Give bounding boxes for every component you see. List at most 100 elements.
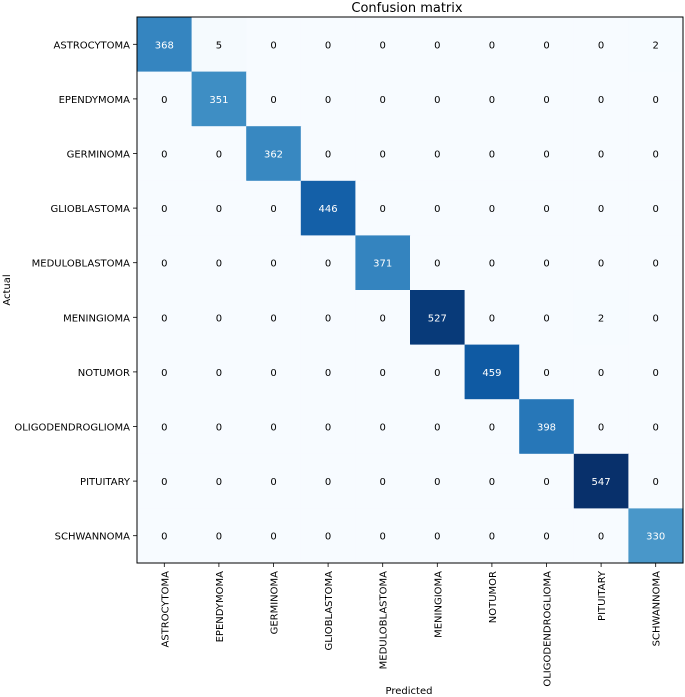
matrix-cell-value: 0 xyxy=(380,150,386,161)
matrix-cell xyxy=(410,126,466,182)
matrix-cell-value: 0 xyxy=(270,259,276,270)
matrix-cell xyxy=(191,290,247,346)
matrix-cell-value: 0 xyxy=(434,95,440,106)
matrix-cell xyxy=(519,71,575,127)
matrix-cell-value: 527 xyxy=(428,313,447,324)
matrix-cell xyxy=(300,399,356,455)
matrix-cell xyxy=(628,71,684,127)
matrix-cell-value: 0 xyxy=(434,204,440,215)
matrix-cell-value: 0 xyxy=(434,368,440,379)
matrix-cell xyxy=(628,17,684,73)
matrix-cell-value: 0 xyxy=(161,313,167,324)
matrix-cell xyxy=(573,344,629,400)
matrix-cell-value: 0 xyxy=(653,259,659,270)
matrix-cell xyxy=(137,126,193,182)
matrix-cell xyxy=(191,344,247,400)
matrix-cell xyxy=(410,17,466,73)
matrix-cell xyxy=(300,17,356,73)
matrix-cell xyxy=(464,508,520,564)
x-tick-label: OLIGODENDROGLIOMA xyxy=(543,571,554,687)
y-tick-label: MENINGIOMA xyxy=(63,313,130,324)
x-axis-label: Predicted xyxy=(386,686,433,697)
matrix-cell-value: 0 xyxy=(216,368,222,379)
matrix-cell xyxy=(355,235,411,291)
matrix-cell xyxy=(464,399,520,455)
matrix-cell-value: 0 xyxy=(543,95,549,106)
matrix-cell xyxy=(300,508,356,564)
matrix-cell-value: 0 xyxy=(598,532,604,543)
matrix-cell xyxy=(628,180,684,236)
matrix-cell-value: 0 xyxy=(598,259,604,270)
matrix-cell xyxy=(573,71,629,127)
matrix-cell xyxy=(573,399,629,455)
matrix-cell xyxy=(628,453,684,509)
matrix-cell-value: 0 xyxy=(216,259,222,270)
matrix-cell xyxy=(573,235,629,291)
matrix-cell xyxy=(573,453,629,509)
matrix-cell xyxy=(300,290,356,346)
matrix-cell-value: 0 xyxy=(653,368,659,379)
y-axis-label: Actual xyxy=(2,274,13,305)
matrix-cell xyxy=(519,453,575,509)
matrix-cell-value: 0 xyxy=(161,95,167,106)
matrix-cell-value: 0 xyxy=(216,477,222,488)
matrix-cell-labels: 368 5 0 0 0 0 0 0 0 2 0 351 0 0 0 0 0 0 0 0 0 0 362 0 0 0 0 0 0 0 0 0 0 4… xyxy=(155,40,665,542)
x-tick-label: MEDULOBLASTOMA xyxy=(379,571,390,670)
matrix-cell xyxy=(355,399,411,455)
matrix-cell-value: 0 xyxy=(380,532,386,543)
matrix-cell-value: 0 xyxy=(325,313,331,324)
matrix-cell-value: 0 xyxy=(161,368,167,379)
matrix-cell xyxy=(246,290,302,346)
x-tick-label: ASTROCYTOMA xyxy=(160,571,171,648)
matrix-cell-value: 0 xyxy=(489,313,495,324)
matrix-cell xyxy=(573,126,629,182)
matrix-cell xyxy=(519,235,575,291)
matrix-cell-value: 0 xyxy=(270,95,276,106)
matrix-cell-value: 330 xyxy=(646,532,665,543)
matrix-cell-value: 0 xyxy=(380,40,386,51)
matrix-cell xyxy=(246,126,302,182)
matrix-cell xyxy=(410,508,466,564)
y-tick-label: PITUITARY xyxy=(80,477,131,488)
matrix-cell xyxy=(573,508,629,564)
matrix-cell-value: 0 xyxy=(543,368,549,379)
matrix-cell-value: 0 xyxy=(653,95,659,106)
x-tick-label: PITUITARY xyxy=(597,570,608,621)
y-tick-label: NOTUMOR xyxy=(78,368,130,379)
matrix-cell xyxy=(464,453,520,509)
matrix-cell-value: 446 xyxy=(319,204,338,215)
x-tick-label: GERMINOMA xyxy=(270,571,281,635)
matrix-cell-value: 0 xyxy=(161,532,167,543)
matrix-cell-value: 459 xyxy=(482,368,501,379)
matrix-cell-value: 0 xyxy=(270,477,276,488)
matrix-cell xyxy=(519,399,575,455)
matrix-cell xyxy=(246,344,302,400)
matrix-cell-value: 0 xyxy=(434,423,440,434)
matrix-cell-value: 0 xyxy=(216,423,222,434)
matrix-cell-value: 0 xyxy=(380,423,386,434)
matrix-cell xyxy=(137,17,193,73)
matrix-cell-value: 0 xyxy=(270,313,276,324)
matrix-cell xyxy=(137,180,193,236)
matrix-cell xyxy=(519,17,575,73)
matrix-cell-value: 2 xyxy=(598,313,604,324)
matrix-cell-value: 0 xyxy=(216,313,222,324)
matrix-cell xyxy=(191,126,247,182)
matrix-cell-value: 0 xyxy=(216,204,222,215)
matrix-cell xyxy=(464,126,520,182)
matrix-cell-value: 0 xyxy=(434,259,440,270)
matrix-cell xyxy=(410,344,466,400)
matrix-cell xyxy=(191,453,247,509)
matrix-cell-value: 0 xyxy=(598,150,604,161)
matrix-cell xyxy=(246,453,302,509)
x-tick-label: SCHWANNOMA xyxy=(652,571,663,646)
matrix-cell-value: 0 xyxy=(653,204,659,215)
matrix-cell-value: 0 xyxy=(270,40,276,51)
matrix-cell-value: 0 xyxy=(161,423,167,434)
matrix-cell-value: 0 xyxy=(489,150,495,161)
matrix-cell-value: 0 xyxy=(598,40,604,51)
matrix-cell xyxy=(410,453,466,509)
matrix-cell-value: 0 xyxy=(543,259,549,270)
matrix-cell xyxy=(628,235,684,291)
matrix-cell-value: 0 xyxy=(543,40,549,51)
